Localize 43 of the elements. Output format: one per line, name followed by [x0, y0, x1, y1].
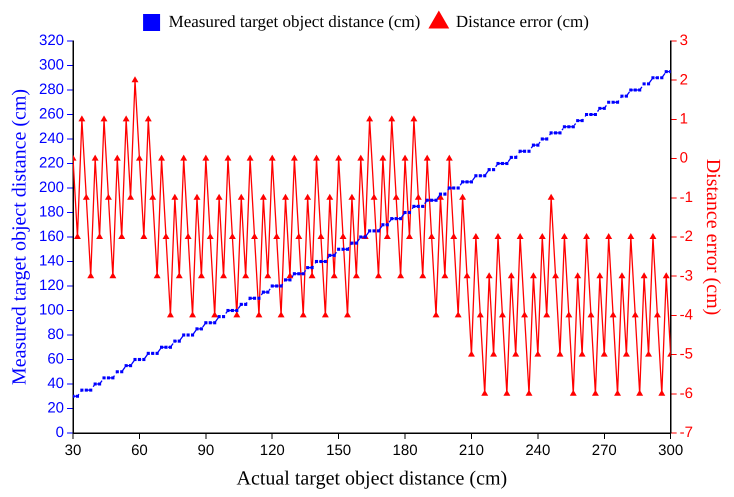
y-tick-label: 160	[38, 228, 64, 246]
y-tick-label: 240	[38, 130, 64, 148]
y-tick-label: 40	[47, 375, 64, 392]
y2-tick-label: -1	[680, 188, 694, 206]
y-tick-label: 20	[47, 400, 64, 417]
y-tick-label: 200	[38, 179, 64, 196]
x-tick-label: 90	[197, 442, 214, 460]
y-axis-title: Measured target object distance (cm)	[8, 88, 30, 386]
y-tick-label: 220	[38, 154, 64, 172]
x-tick-label: 30	[64, 442, 82, 460]
x-tick-label: 210	[458, 442, 484, 460]
x-tick-label: 150	[326, 442, 352, 460]
y2-tick-label: 0	[680, 150, 688, 167]
y-tick-label: 0	[56, 424, 64, 442]
y2-tick-label: -6	[680, 384, 694, 402]
legend-label: Measured target object distance (cm)	[168, 12, 420, 31]
x-tick-label: 300	[658, 442, 684, 460]
y-tick-label: 320	[38, 32, 64, 50]
y-tick-label: 300	[38, 56, 64, 74]
y2-tick-label: -2	[680, 228, 694, 246]
y2-tick-label: 1	[680, 110, 688, 128]
x-tick-label: 240	[525, 442, 550, 460]
x-axis-title: Actual target object distance (cm)	[236, 467, 508, 490]
y2-axis-title: Distance error (cm)	[702, 158, 724, 316]
x-tick-label: 270	[592, 442, 617, 460]
y2-tick-label: 3	[680, 32, 688, 50]
y-tick-label: 260	[38, 106, 64, 123]
x-tick-label: 120	[260, 442, 285, 460]
y-tick-label: 60	[47, 350, 64, 368]
y-tick-label: 80	[47, 326, 64, 344]
x-tick-label: 60	[131, 442, 148, 460]
y2-tick-label: 2	[680, 71, 688, 88]
y-tick-label: 280	[38, 81, 64, 98]
x-tick-label: 180	[392, 442, 418, 460]
y-tick-label: 180	[38, 204, 64, 221]
y2-tick-label: -5	[680, 346, 694, 363]
legend-label: Distance error (cm)	[456, 12, 589, 31]
y2-tick-label: -4	[680, 306, 694, 324]
y-tick-label: 120	[38, 277, 64, 294]
y-tick-label: 140	[38, 252, 64, 270]
y2-tick-label: -3	[680, 267, 694, 284]
y2-tick-label: -7	[680, 424, 694, 442]
y-tick-label: 100	[38, 302, 64, 319]
